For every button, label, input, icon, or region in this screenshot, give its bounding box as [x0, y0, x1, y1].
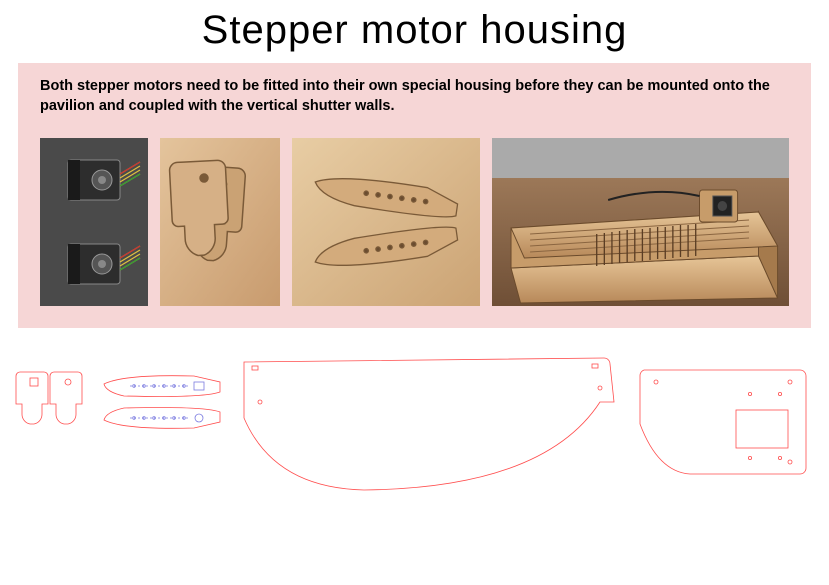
assembly-photo: [492, 138, 789, 306]
side-piece-upper: [104, 376, 220, 397]
page-title: Stepper motor housing: [0, 0, 829, 63]
large-curved-panel: [244, 358, 614, 490]
photo-row: [40, 138, 789, 306]
stepper-motors-photo: [40, 138, 148, 306]
bracket-pair-small: [16, 372, 82, 424]
cut-diagram: [12, 352, 817, 507]
info-text: Both stepper motors need to be fitted in…: [40, 77, 789, 116]
side-piece-lower: [104, 408, 220, 429]
side-parts-photo: [292, 138, 480, 306]
bracket-flat-photo: [160, 138, 280, 306]
mount-plate: [640, 370, 806, 474]
info-panel: Both stepper motors need to be fitted in…: [18, 63, 811, 328]
